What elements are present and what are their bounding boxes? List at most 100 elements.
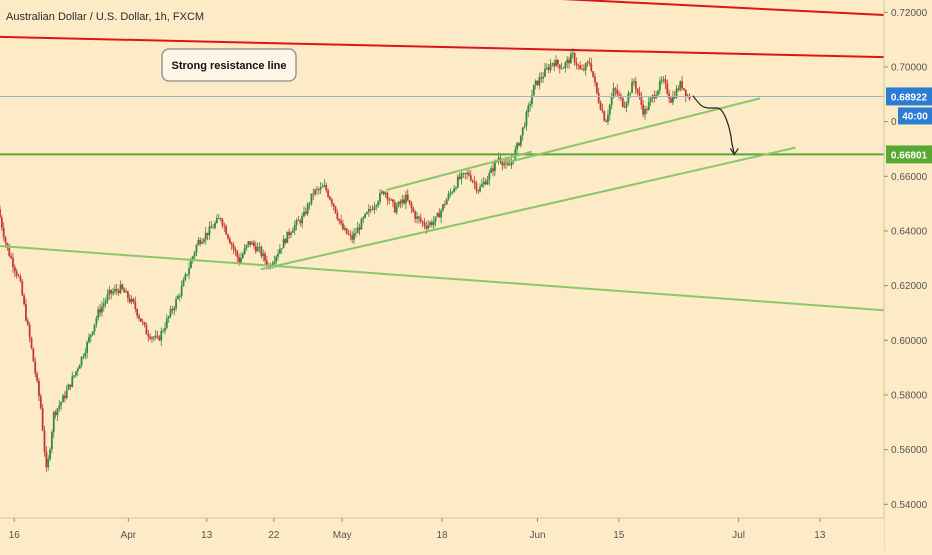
candle-body xyxy=(395,206,398,213)
candle-body xyxy=(380,191,383,193)
candle-body xyxy=(329,196,331,200)
candle-body xyxy=(610,97,613,106)
candle-body xyxy=(199,240,202,244)
candle-body xyxy=(147,334,150,337)
candle-body xyxy=(638,92,641,97)
candle-body xyxy=(393,202,396,213)
candle-body xyxy=(193,252,196,257)
candle-body xyxy=(165,318,168,328)
candle-body xyxy=(306,203,309,214)
candle-body xyxy=(373,206,376,210)
candle-body xyxy=(275,256,278,262)
candle-body xyxy=(297,220,300,221)
candle-body xyxy=(41,408,44,431)
trend-line-resistance-2 xyxy=(0,35,885,59)
candle-body xyxy=(434,216,437,222)
candle-body xyxy=(266,260,268,266)
candle-body xyxy=(254,245,257,252)
candle-body xyxy=(89,334,92,338)
candle-body xyxy=(627,93,630,103)
trend-line-channel-top xyxy=(386,150,533,191)
candle-body xyxy=(657,90,659,95)
candle-body xyxy=(566,59,569,63)
candle-body xyxy=(212,227,215,229)
candle-body xyxy=(167,316,170,319)
trend-line-resistance-1 xyxy=(561,0,885,17)
candle-body xyxy=(8,247,11,257)
candle-body xyxy=(156,335,159,337)
candle-body xyxy=(351,235,354,240)
candle-body xyxy=(78,365,81,369)
candle-body xyxy=(143,322,146,325)
candle-body xyxy=(284,239,287,243)
y-tick-label: 0.66000 xyxy=(891,172,928,183)
candle-body xyxy=(423,222,426,227)
candle-body xyxy=(190,260,192,269)
candle-body xyxy=(178,295,181,297)
candle-body xyxy=(601,109,604,112)
x-tick-label: 16 xyxy=(9,530,21,541)
candle-body xyxy=(443,204,446,206)
candle-body xyxy=(76,368,79,372)
candle-body xyxy=(162,330,165,332)
annotation-callout[interactable]: Strong resistance line xyxy=(161,48,297,82)
x-tick-label: Jul xyxy=(732,530,745,541)
candle-body xyxy=(379,192,381,202)
candle-body xyxy=(149,336,152,339)
candle-body xyxy=(529,103,532,106)
candle-body xyxy=(662,79,665,81)
candle-body xyxy=(99,309,101,313)
candle-body xyxy=(23,295,25,305)
candle-body xyxy=(482,181,485,185)
candle-body xyxy=(447,193,450,200)
candle-body xyxy=(645,109,648,111)
candle-body xyxy=(314,189,317,195)
candle-body xyxy=(644,109,646,115)
candle-body xyxy=(186,274,189,276)
candle-body xyxy=(317,189,320,191)
chart-title: Australian Dollar / U.S. Dollar, 1h, FXC… xyxy=(6,11,204,23)
candle-body xyxy=(673,96,676,98)
candle-body xyxy=(401,199,404,204)
candle-body xyxy=(86,342,89,353)
candle-body xyxy=(112,291,114,294)
candle-body xyxy=(493,161,496,172)
candle-body xyxy=(136,309,139,316)
candle-body xyxy=(390,199,392,201)
candle-body xyxy=(679,81,682,90)
candle-body xyxy=(245,244,248,249)
candle-body xyxy=(666,83,669,94)
candle-body xyxy=(2,227,5,238)
candle-body xyxy=(551,63,554,65)
candle-body xyxy=(464,173,467,175)
candle-body xyxy=(204,232,207,240)
candle-body xyxy=(440,210,443,218)
candle-body xyxy=(52,412,55,433)
candle-body xyxy=(594,76,596,83)
candle-body xyxy=(323,185,326,187)
candle-body xyxy=(304,211,307,214)
candle-body xyxy=(519,135,522,146)
candle-body xyxy=(17,275,20,277)
countdown-tag xyxy=(898,107,932,125)
candle-body xyxy=(633,81,635,83)
candle-body xyxy=(658,81,661,91)
candle-body xyxy=(599,102,602,110)
projection-path xyxy=(692,95,735,155)
candle-body xyxy=(371,209,374,211)
candle-body xyxy=(145,324,148,335)
candle-body xyxy=(4,237,7,244)
trend-line-support-lower xyxy=(260,146,796,271)
candle-body xyxy=(621,97,624,107)
candle-body xyxy=(117,290,120,294)
candle-body xyxy=(180,286,183,296)
candle-body xyxy=(477,190,480,192)
candle-body xyxy=(542,76,544,79)
trend-line-support-upper xyxy=(505,97,761,164)
candle-body xyxy=(141,321,144,323)
candle-body xyxy=(277,253,279,257)
y-tick-label: 0.64000 xyxy=(891,226,928,237)
candle-body xyxy=(286,231,289,243)
